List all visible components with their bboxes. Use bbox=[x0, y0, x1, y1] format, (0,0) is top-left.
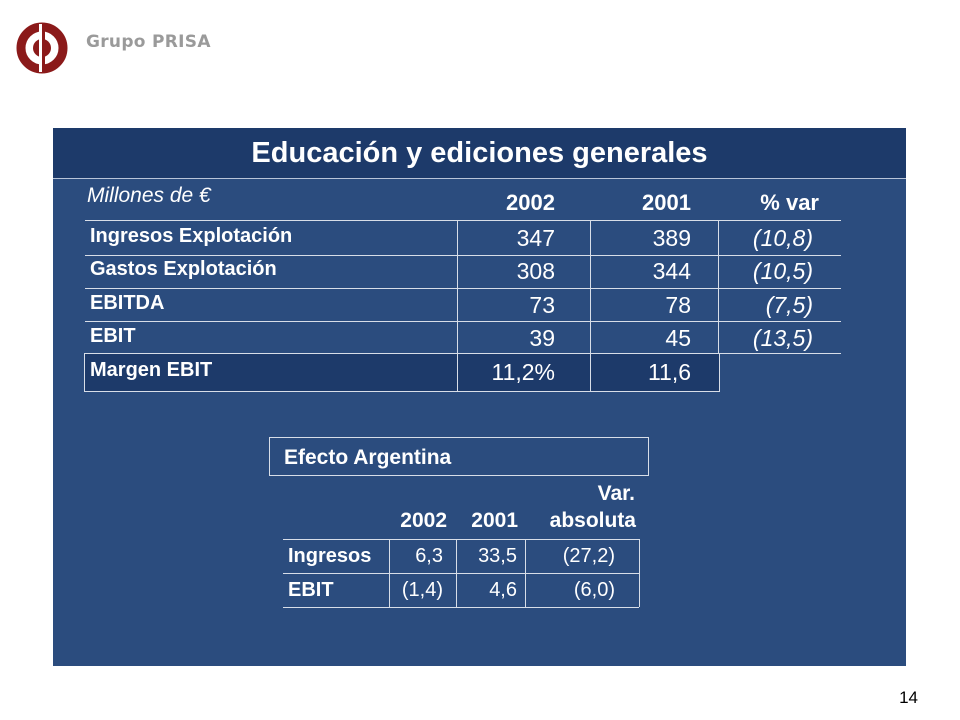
row-value-2001: 45 bbox=[665, 325, 691, 351]
argentina-row-value-var: (6,0) bbox=[573, 579, 615, 601]
table-divider bbox=[457, 353, 458, 391]
argentina-row-value-2001: 4,6 bbox=[489, 579, 517, 601]
slide-title: Educación y ediciones generales bbox=[53, 128, 906, 179]
argentina-rule bbox=[283, 539, 639, 540]
brand-name: Grupo PRISA bbox=[86, 32, 211, 52]
row-value-2002: 39 bbox=[529, 325, 555, 351]
argentina-divider bbox=[525, 539, 526, 607]
argentina-row-value-var: (27,2) bbox=[562, 545, 615, 567]
argentina-divider bbox=[639, 539, 640, 607]
argentina-row-value-2001: 33,5 bbox=[478, 545, 517, 567]
table-rule bbox=[85, 220, 841, 221]
argentina-divider bbox=[456, 539, 457, 607]
row-value-var: (10,8) bbox=[752, 225, 813, 251]
col-header-2001: 2001 bbox=[642, 190, 691, 215]
page-number: 14 bbox=[899, 688, 918, 707]
row-value-var: (7,5) bbox=[765, 292, 813, 318]
units-label: Millones de € bbox=[87, 184, 211, 207]
argentina-row-value-2002: 6,3 bbox=[415, 545, 443, 567]
table-divider bbox=[457, 220, 458, 390]
row-label: Ingresos Explotación bbox=[90, 225, 293, 247]
row-value-2001: 344 bbox=[652, 258, 691, 284]
margin-value-2001: 11,6 bbox=[647, 359, 691, 385]
row-value-2001: 389 bbox=[652, 225, 691, 251]
row-value-2001: 78 bbox=[665, 292, 691, 318]
table-divider bbox=[718, 220, 719, 353]
argentina-title: Efecto Argentina bbox=[284, 446, 452, 469]
row-label: Gastos Explotación bbox=[90, 258, 277, 280]
row-value-var: (13,5) bbox=[752, 325, 813, 351]
margin-value-2002: 11,2% bbox=[491, 359, 555, 385]
argentina-title-box: Efecto Argentina bbox=[269, 437, 649, 476]
argentina-col-header-absoluta: absoluta bbox=[549, 509, 636, 532]
argentina-col-header-2001: 2001 bbox=[471, 509, 518, 532]
row-value-2002: 347 bbox=[516, 225, 555, 251]
table-rule bbox=[85, 288, 841, 289]
argentina-col-header-2002: 2002 bbox=[400, 509, 447, 532]
argentina-row-label: Ingresos bbox=[288, 545, 372, 567]
table-rule bbox=[85, 255, 841, 256]
slide-panel: Educación y ediciones generales Millones… bbox=[53, 128, 906, 666]
margin-label: Margen EBIT bbox=[90, 359, 213, 381]
row-value-2002: 73 bbox=[529, 292, 555, 318]
argentina-row-value-2002: (1,4) bbox=[401, 579, 443, 601]
argentina-row-label: EBIT bbox=[288, 579, 334, 601]
col-header-2002: 2002 bbox=[506, 190, 555, 215]
row-value-var: (10,5) bbox=[752, 258, 813, 284]
margin-row-highlight bbox=[84, 353, 720, 392]
row-label: EBITDA bbox=[90, 292, 165, 314]
table-divider bbox=[590, 353, 591, 391]
row-value-2002: 308 bbox=[516, 258, 555, 284]
grupo-prisa-logo-icon bbox=[16, 22, 68, 74]
argentina-rule bbox=[283, 573, 639, 574]
argentina-rule bbox=[283, 607, 639, 608]
table-rule bbox=[85, 321, 841, 322]
argentina-divider bbox=[389, 539, 390, 607]
table-divider bbox=[590, 220, 591, 390]
argentina-col-header-var: Var. bbox=[597, 482, 635, 505]
col-header-var: % var bbox=[760, 190, 819, 215]
row-label: EBIT bbox=[90, 325, 136, 347]
